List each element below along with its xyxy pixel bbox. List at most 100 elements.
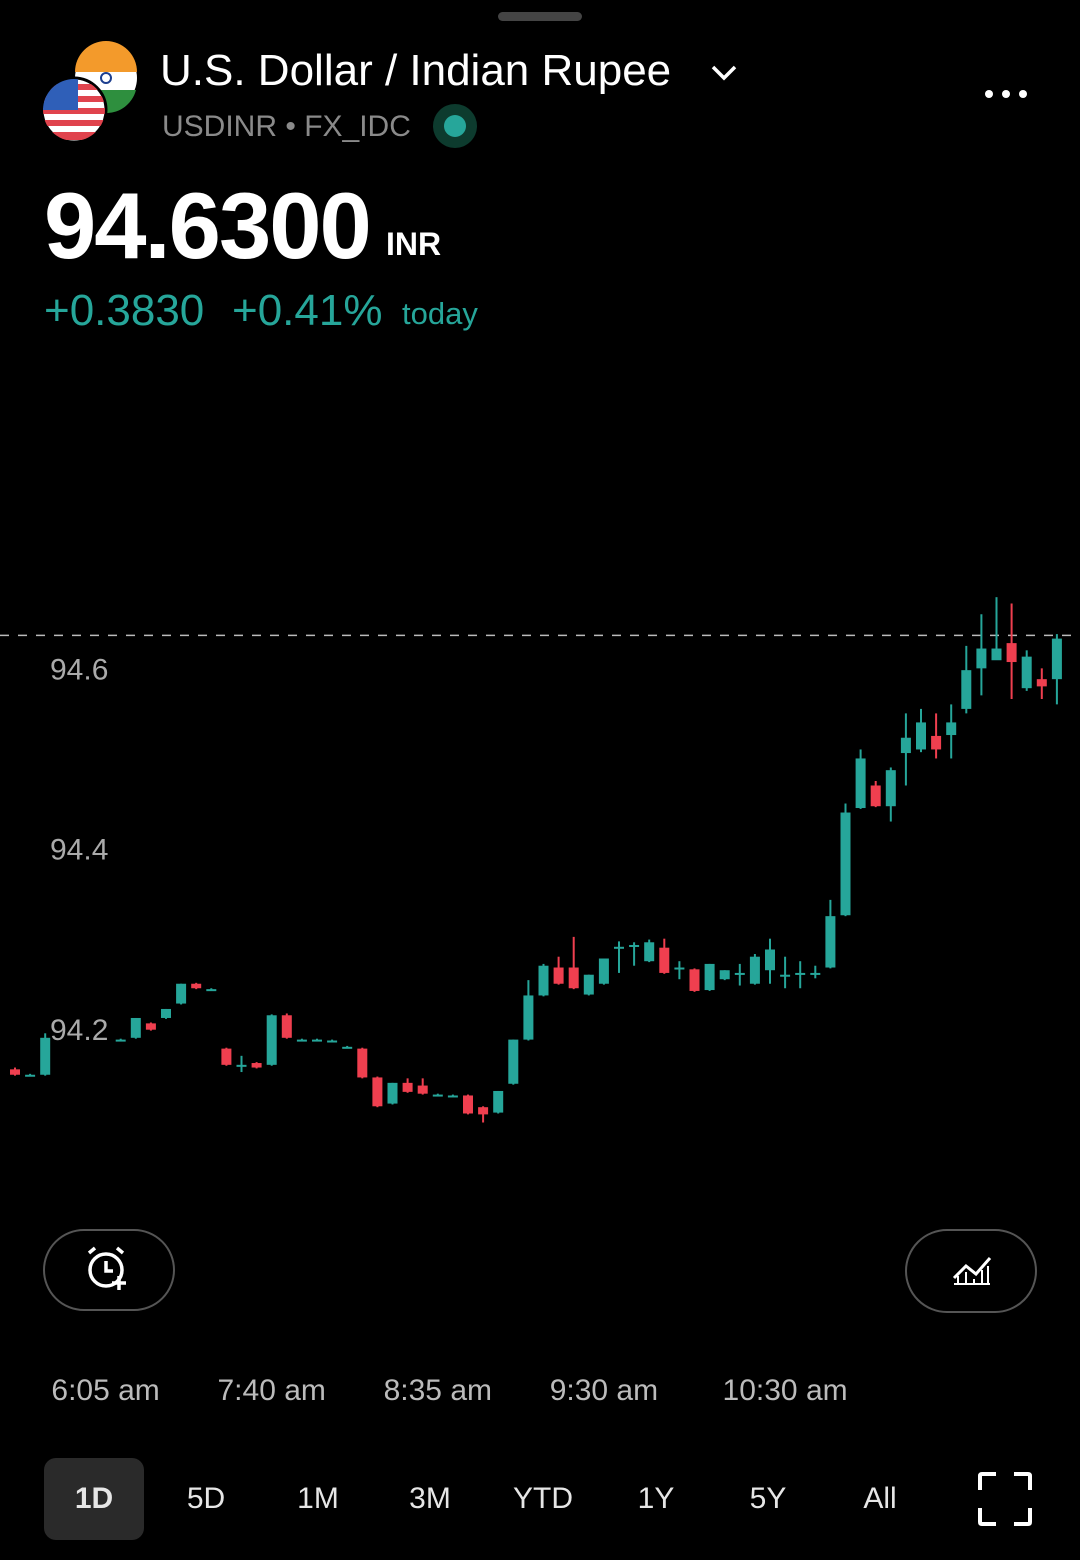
range-button[interactable]: 1D xyxy=(44,1458,144,1540)
candle-body xyxy=(266,1015,277,1065)
candle-body xyxy=(749,956,760,984)
candle-body xyxy=(372,1077,383,1107)
currency: INR xyxy=(386,226,442,262)
candle-body xyxy=(734,972,745,975)
candle-body xyxy=(538,965,549,996)
drag-handle[interactable] xyxy=(498,12,582,21)
candle-body xyxy=(342,1046,353,1049)
candle-body xyxy=(251,1063,262,1068)
candle-body xyxy=(508,1039,519,1084)
candle-body xyxy=(855,758,866,809)
candle-body xyxy=(130,1017,141,1038)
candle-body xyxy=(1036,679,1047,687)
alert-icon xyxy=(87,1246,126,1290)
change-percent: +0.41% xyxy=(232,286,383,335)
candle-body xyxy=(493,1090,504,1113)
candle-body xyxy=(689,969,700,991)
candle-body xyxy=(598,958,609,984)
candle-body xyxy=(221,1048,232,1065)
candle-body xyxy=(40,1037,51,1075)
separator: • xyxy=(277,110,305,143)
candle-body xyxy=(568,967,579,989)
range-button[interactable]: YTD xyxy=(513,1482,573,1515)
candle-body xyxy=(1051,638,1062,680)
fullscreen-icon[interactable] xyxy=(978,1472,1032,1526)
y-tick-label: 94.4 xyxy=(50,834,108,867)
candle-body xyxy=(946,722,957,736)
flags xyxy=(40,41,137,144)
chart-style-icon xyxy=(952,1257,992,1285)
candle-body xyxy=(463,1095,473,1114)
candle-body xyxy=(825,916,836,968)
candle-body xyxy=(161,1008,171,1018)
candle-body xyxy=(810,972,821,975)
chart-style-button[interactable] xyxy=(905,1229,1037,1313)
range-button[interactable]: 3M xyxy=(409,1482,451,1515)
candle-body xyxy=(961,670,972,709)
candle-body xyxy=(206,989,217,992)
range-button[interactable]: 5Y xyxy=(749,1482,787,1515)
dropdown-chevron[interactable] xyxy=(711,65,737,81)
candle-body xyxy=(10,1069,20,1075)
candle-body xyxy=(145,1023,156,1030)
candle-body xyxy=(629,944,640,947)
candle-body xyxy=(644,942,655,962)
candle-body xyxy=(719,970,730,980)
candle-body xyxy=(115,1039,126,1042)
candle-body xyxy=(704,963,715,991)
y-tick-label: 94.6 xyxy=(50,653,108,686)
x-tick-label: 6:05 am xyxy=(51,1374,159,1407)
candle-body xyxy=(432,1094,443,1097)
more-menu[interactable] xyxy=(985,90,1027,98)
instrument-symbol: USDINR • FX_IDC xyxy=(162,110,411,144)
range-button[interactable]: 5D xyxy=(186,1482,226,1515)
candle-body xyxy=(402,1082,413,1092)
candle-body xyxy=(357,1048,368,1078)
candle-body xyxy=(236,1064,247,1067)
candle-body xyxy=(296,1039,307,1042)
candle-body xyxy=(1021,656,1032,689)
range-button[interactable]: 1M xyxy=(297,1482,339,1515)
instrument-title[interactable]: U.S. Dollar / Indian Rupee xyxy=(160,46,672,95)
x-tick-label: 8:35 am xyxy=(384,1374,492,1407)
range-button[interactable]: 1Y xyxy=(637,1482,675,1515)
candle-body xyxy=(840,812,851,916)
candle-body xyxy=(1006,643,1017,663)
x-tick-label: 7:40 am xyxy=(217,1374,325,1407)
candle-body xyxy=(191,983,202,989)
candle-body xyxy=(976,648,987,669)
candle-body xyxy=(387,1082,398,1104)
candle-body xyxy=(931,735,942,750)
exchange: FX_IDC xyxy=(304,110,411,143)
candle-body xyxy=(417,1085,428,1094)
y-tick-label: 94.2 xyxy=(50,1014,108,1047)
candle-body xyxy=(327,1040,338,1043)
candle-body xyxy=(176,983,187,1004)
candle-body xyxy=(25,1074,36,1077)
candle-body xyxy=(523,995,534,1040)
candle-body xyxy=(780,974,791,977)
candle-body xyxy=(765,949,775,971)
candle-body xyxy=(900,737,911,754)
candle-body xyxy=(795,972,806,975)
candle-body xyxy=(478,1107,489,1115)
x-tick-label: 9:30 am xyxy=(550,1374,658,1407)
range-button[interactable]: All xyxy=(863,1482,897,1515)
period: today xyxy=(402,296,478,331)
candle-body xyxy=(614,946,624,949)
x-tick-label: 10:30 am xyxy=(723,1374,848,1407)
candle-body xyxy=(312,1039,322,1042)
alert-button[interactable] xyxy=(43,1229,175,1311)
symbol: USDINR xyxy=(162,110,278,143)
price: 94.6300 xyxy=(44,173,372,278)
candle-body xyxy=(674,967,685,970)
candle-body xyxy=(281,1015,292,1038)
candle-body xyxy=(659,947,670,973)
candle-body xyxy=(553,967,564,984)
candle-body xyxy=(991,648,1002,661)
change: +0.3830 xyxy=(44,286,205,335)
candle-body xyxy=(870,785,881,807)
candle-body xyxy=(447,1095,458,1098)
